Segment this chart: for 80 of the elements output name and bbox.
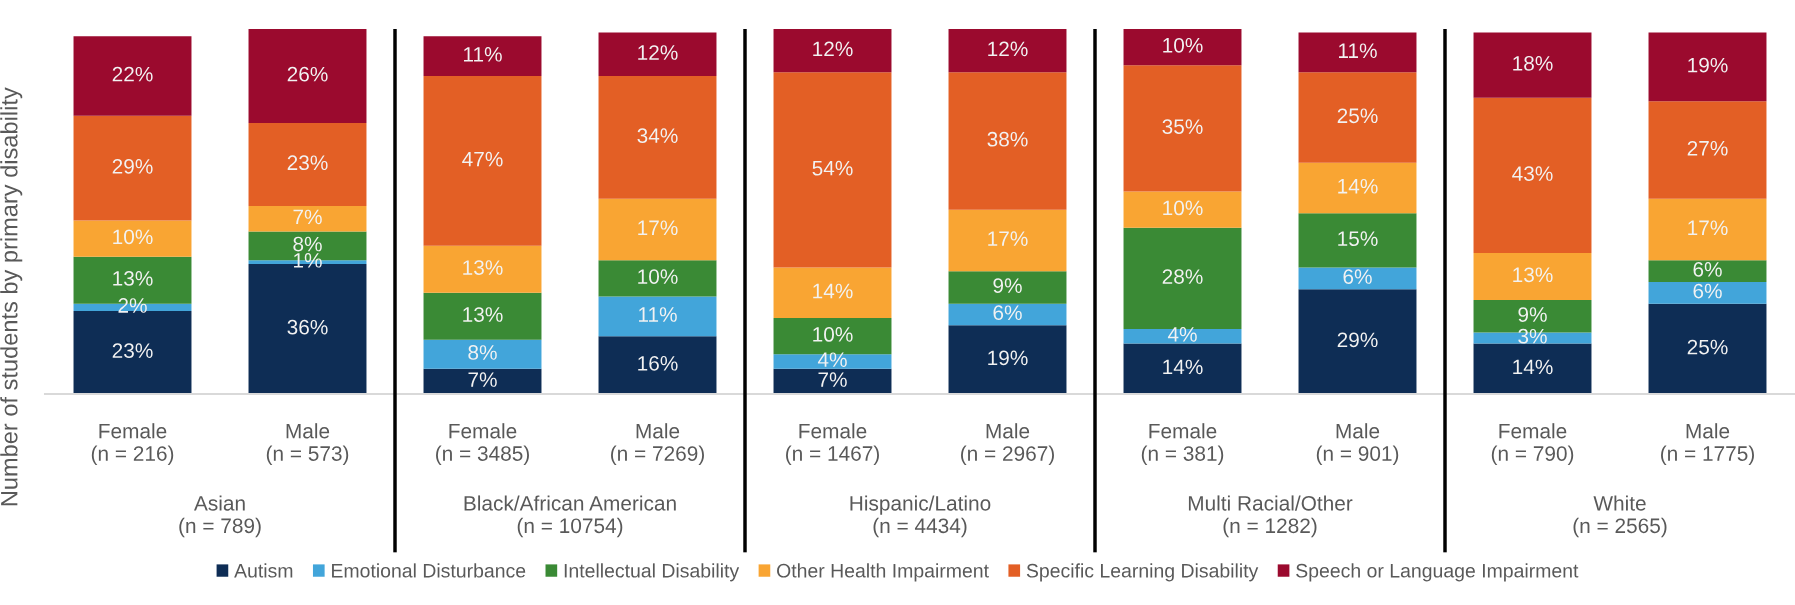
data-label: 12% <box>988 41 1028 57</box>
data-label: 23% <box>287 155 328 171</box>
data-label: 17% <box>638 220 678 236</box>
data-label: 25% <box>1337 108 1378 124</box>
data-label: 12% <box>813 41 853 57</box>
data-label: 19% <box>1688 57 1728 73</box>
text: Black/African American (n = 10754) <box>464 495 676 538</box>
data-label: 34% <box>637 128 678 144</box>
data-label: 13% <box>113 271 153 286</box>
data-label: 14% <box>1338 178 1378 194</box>
data-label: 11% <box>1339 43 1377 58</box>
data-label: 9% <box>993 278 1022 293</box>
y-axis-title: Number of students by primary disability <box>0 87 23 506</box>
data-label: 14% <box>1163 359 1203 375</box>
data-label: 11% <box>464 47 502 62</box>
data-label: 14% <box>813 283 853 299</box>
data-label: 7% <box>818 372 847 387</box>
data-label: 10% <box>1163 200 1203 216</box>
legend-label: Specific Learning Disability <box>1026 563 1259 582</box>
data-label: 43% <box>1512 166 1553 181</box>
data-label: 7% <box>468 372 497 387</box>
data-label: 3% <box>1518 328 1547 344</box>
data-label: 17% <box>1688 220 1728 236</box>
legend-label: Emotional Disturbance <box>332 563 526 578</box>
data-label: 6% <box>993 305 1022 321</box>
data-label: 4% <box>1167 327 1197 342</box>
data-label: 54% <box>812 160 853 176</box>
data-label: 10% <box>113 229 153 245</box>
data-label: 15% <box>1338 231 1378 246</box>
x-tick-label: Male (n = 573) <box>266 423 349 466</box>
data-label: 16% <box>638 355 678 371</box>
x-tick-label: Female (n = 216) <box>91 423 174 466</box>
data-label: 6% <box>1343 269 1372 284</box>
x-tick-label: Male (n = 2967) <box>961 423 1054 466</box>
data-label: 13% <box>463 260 503 275</box>
text: Hispanic/Latino (n = 4434) <box>850 495 991 538</box>
legend-label: Speech or Language Impairment <box>1296 563 1579 582</box>
data-label: 19% <box>988 350 1028 366</box>
data-label: 4% <box>817 352 847 367</box>
data-label: 17% <box>988 231 1028 246</box>
data-label: 29% <box>1337 332 1378 348</box>
x-tick-label: Female (n = 381) <box>1141 423 1224 466</box>
data-label: 27% <box>1687 140 1728 156</box>
text: Multi Racial/Other (n = 1282) <box>1188 495 1353 538</box>
data-label: 13% <box>463 307 503 322</box>
data-label: 28% <box>1162 269 1203 284</box>
data-label: 29% <box>112 158 153 174</box>
x-tick-label: Male (n = 7269) <box>611 423 704 466</box>
data-label: 35% <box>1162 119 1203 134</box>
x-tick-label: Male (n = 901) <box>1316 423 1399 466</box>
data-label: 10% <box>638 269 678 284</box>
x-tick-label: Female (n = 3485) <box>436 423 529 466</box>
data-label: 10% <box>813 327 853 342</box>
data-label: 8% <box>293 236 322 252</box>
data-label: 26% <box>287 66 328 82</box>
x-tick-label: Male (n = 1775) <box>1661 423 1754 466</box>
data-label: 8% <box>468 345 497 360</box>
data-label: 9% <box>1518 307 1547 322</box>
data-label: 25% <box>1687 339 1728 355</box>
data-label: 36% <box>287 319 328 335</box>
data-label: 23% <box>112 343 153 359</box>
data-label: 14% <box>1513 359 1553 375</box>
data-label: 38% <box>987 131 1028 147</box>
text: White (n = 2565) <box>1573 495 1667 538</box>
data-label: 18% <box>1513 55 1553 71</box>
data-label: 6% <box>1693 283 1722 299</box>
data-label: 7% <box>293 209 322 225</box>
data-label: 47% <box>462 151 503 167</box>
text: Asian (n = 789) <box>179 495 261 538</box>
legend-label: Other Health Impairment <box>777 563 989 582</box>
x-tick-label: Female (n = 1467) <box>786 423 879 466</box>
data-label: 12% <box>638 45 678 60</box>
legend-label: Autism <box>234 563 293 578</box>
legend-label: Intellectual Disability <box>564 563 740 582</box>
data-label: 22% <box>112 66 153 82</box>
data-label: 10% <box>1163 37 1203 53</box>
data-label: 13% <box>1513 267 1553 283</box>
x-tick-label: Female (n = 790) <box>1491 423 1574 466</box>
data-label: 6% <box>1693 261 1722 277</box>
data-label: 11% <box>639 307 677 322</box>
